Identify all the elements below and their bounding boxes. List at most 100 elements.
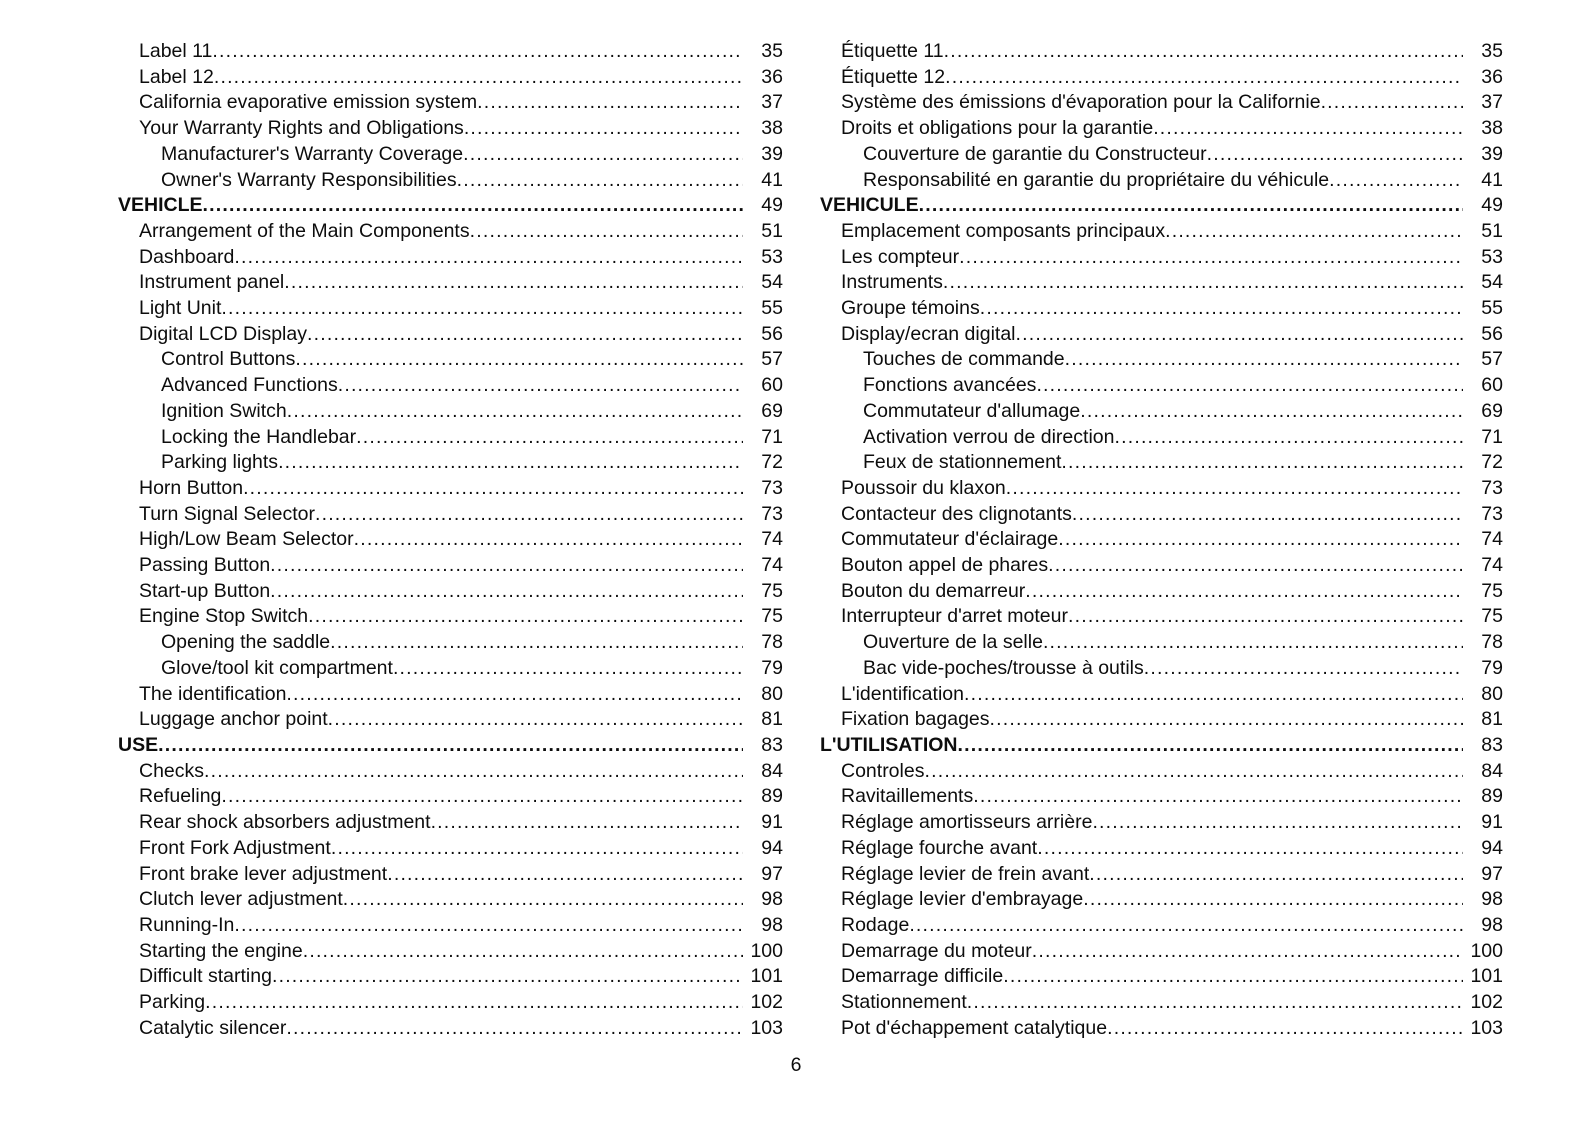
toc-entry[interactable]: Touches de commande 57 [820, 347, 1503, 373]
toc-entry-title: Ignition Switch [161, 399, 287, 422]
toc-entry[interactable]: Clutch lever adjustment 98 [118, 887, 783, 913]
toc-entry[interactable]: Rodage 98 [820, 913, 1503, 939]
toc-entry-page: 81 [1481, 708, 1503, 731]
toc-entry[interactable]: Engine Stop Switch 75 [118, 604, 783, 630]
toc-entry[interactable]: Couverture de garantie du Constructeur 3… [820, 142, 1503, 168]
toc-entry[interactable]: Front brake lever adjustment 97 [118, 862, 783, 888]
toc-entry[interactable]: Poussoir du klaxon 73 [820, 476, 1503, 502]
toc-entry[interactable]: Label 11 35 [118, 39, 783, 65]
toc-entry-title: Digital LCD Display [139, 322, 307, 345]
toc-entry[interactable]: Emplacement composants principaux 51 [820, 219, 1503, 245]
toc-entry[interactable]: Glove/tool kit compartment 79 [118, 656, 783, 682]
toc-entry[interactable]: Luggage anchor point 81 [118, 707, 783, 733]
toc-entry[interactable]: Réglage fourche avant 94 [820, 836, 1503, 862]
toc-entry[interactable]: Parking lights 72 [118, 450, 783, 476]
toc-entry-title: Engine Stop Switch [139, 605, 309, 628]
toc-entry[interactable]: Passing Button 74 [118, 553, 783, 579]
toc-entry[interactable]: The identification 80 [118, 682, 783, 708]
toc-entry[interactable]: Les compteur 53 [820, 245, 1503, 271]
toc-entry-title: Label 11 [139, 40, 213, 62]
toc-entry[interactable]: Starting the engine 100 [118, 939, 783, 965]
toc-entry[interactable]: Instruments 54 [820, 270, 1503, 296]
toc-entry-title: Start-up Button [139, 579, 271, 602]
toc-entry[interactable]: Ouverture de la selle 78 [820, 630, 1503, 656]
toc-entry[interactable]: Réglage amortisseurs arrière 91 [820, 810, 1503, 836]
toc-entry-page: 73 [1481, 476, 1503, 499]
toc-entry[interactable]: Responsabilité en garantie du propriétai… [820, 168, 1503, 194]
toc-entry-page: 100 [1470, 939, 1503, 962]
toc-entry[interactable]: Commutateur d'allumage 69 [820, 399, 1503, 425]
toc-entry[interactable]: L'identification 80 [820, 682, 1503, 708]
toc-entry[interactable]: Fixation bagages 81 [820, 707, 1503, 733]
toc-entry[interactable]: Turn Signal Selector 73 [118, 502, 783, 528]
toc-entry[interactable]: VEHICULE 49 [820, 193, 1503, 219]
toc-entry[interactable]: Manufacturer's Warranty Coverage 39 [118, 142, 783, 168]
toc-entry-page: 36 [1481, 65, 1503, 88]
toc-entry[interactable]: Réglage levier de frein avant 97 [820, 862, 1503, 888]
toc-entry[interactable]: Système des émissions d'évaporation pour… [820, 90, 1503, 116]
toc-entry[interactable]: Your Warranty Rights and Obligations 38 [118, 116, 783, 142]
toc-entry[interactable]: Groupe témoins 55 [820, 296, 1503, 322]
toc-dot-leader [303, 939, 743, 965]
toc-entry[interactable]: L'UTILISATION 83 [820, 733, 1503, 759]
toc-entry[interactable]: Arrangement of the Main Components 51 [118, 219, 783, 245]
toc-entry-title: L'UTILISATION [820, 733, 958, 756]
toc-entry[interactable]: Étiquette 12 36 [820, 65, 1503, 91]
toc-entry[interactable]: Catalytic silencer 103 [118, 1016, 783, 1042]
toc-entry[interactable]: Ravitaillements 89 [820, 784, 1503, 810]
toc-entry-title: Rear shock absorbers adjustment [139, 811, 431, 834]
toc-entry[interactable]: Rear shock absorbers adjustment 91 [118, 810, 783, 836]
toc-entry[interactable]: Réglage levier d'embrayage 98 [820, 887, 1503, 913]
toc-entry[interactable]: Controles 84 [820, 759, 1503, 785]
toc-entry[interactable]: Advanced Functions 60 [118, 373, 783, 399]
toc-entry[interactable]: Pot d'échappement catalytique 103 [820, 1016, 1503, 1042]
toc-entry-page: 74 [1481, 554, 1503, 577]
toc-entry-title: Touches de commande [863, 348, 1065, 371]
toc-entry-title: Refueling [139, 785, 222, 808]
toc-entry[interactable]: Locking the Handlebar 71 [118, 425, 783, 451]
toc-entry[interactable]: Difficult starting 101 [118, 964, 783, 990]
toc-entry[interactable]: Interrupteur d'arret moteur 75 [820, 604, 1503, 630]
toc-entry[interactable]: Running-In 98 [118, 913, 783, 939]
toc-entry[interactable]: Digital LCD Display 56 [118, 322, 783, 348]
toc-entry-page: 91 [761, 811, 783, 834]
toc-entry[interactable]: Droits et obligations pour la garantie 3… [820, 116, 1503, 142]
toc-entry[interactable]: Light Unit 55 [118, 296, 783, 322]
toc-entry[interactable]: Dashboard 53 [118, 245, 783, 271]
toc-entry[interactable]: High/Low Beam Selector 74 [118, 527, 783, 553]
toc-entry-page: 37 [1481, 91, 1503, 114]
toc-entry[interactable]: USE 83 [118, 733, 783, 759]
toc-dot-leader [212, 39, 743, 65]
toc-entry[interactable]: Stationnement 102 [820, 990, 1503, 1016]
toc-entry[interactable]: Fonctions avancées 60 [820, 373, 1503, 399]
toc-entry[interactable]: Control Buttons 57 [118, 347, 783, 373]
toc-entry[interactable]: Display/ecran digital 56 [820, 322, 1503, 348]
toc-entry[interactable]: Bouton appel de phares 74 [820, 553, 1503, 579]
toc-entry[interactable]: Commutateur d'éclairage 74 [820, 527, 1503, 553]
toc-entry-page: 101 [1470, 965, 1503, 988]
toc-entry[interactable]: Bouton du demarreur 75 [820, 579, 1503, 605]
toc-entry[interactable]: Refueling 89 [118, 784, 783, 810]
toc-entry[interactable]: Label 12 36 [118, 65, 783, 91]
toc-entry-page: 38 [1481, 117, 1503, 140]
toc-entry[interactable]: Demarrage du moteur 100 [820, 939, 1503, 965]
toc-entry[interactable]: Checks 84 [118, 759, 783, 785]
toc-entry[interactable]: Étiquette 11 35 [820, 39, 1503, 65]
toc-entry[interactable]: Horn Button 73 [118, 476, 783, 502]
toc-entry[interactable]: Demarrage difficile 101 [820, 964, 1503, 990]
toc-entry[interactable]: Feux de stationnement 72 [820, 450, 1503, 476]
toc-entry[interactable]: VEHICLE 49 [118, 193, 783, 219]
toc-dot-leader [1037, 836, 1463, 862]
toc-entry[interactable]: Instrument panel 54 [118, 270, 783, 296]
toc-entry[interactable]: Opening the saddle 78 [118, 630, 783, 656]
toc-entry[interactable]: Contacteur des clignotants 73 [820, 502, 1503, 528]
toc-entry[interactable]: Front Fork Adjustment 94 [118, 836, 783, 862]
toc-entry[interactable]: Parking 102 [118, 990, 783, 1016]
toc-entry[interactable]: Activation verrou de direction 71 [820, 425, 1503, 451]
toc-entry[interactable]: Start-up Button 75 [118, 579, 783, 605]
toc-entry[interactable]: Owner's Warranty Responsibilities 41 [118, 168, 783, 194]
toc-entry[interactable]: Bac vide-poches/trousse à outils 79 [820, 656, 1503, 682]
toc-entry-title: Contacteur des clignotants [841, 502, 1072, 525]
toc-entry[interactable]: Ignition Switch 69 [118, 399, 783, 425]
toc-entry[interactable]: California evaporative emission system 3… [118, 90, 783, 116]
